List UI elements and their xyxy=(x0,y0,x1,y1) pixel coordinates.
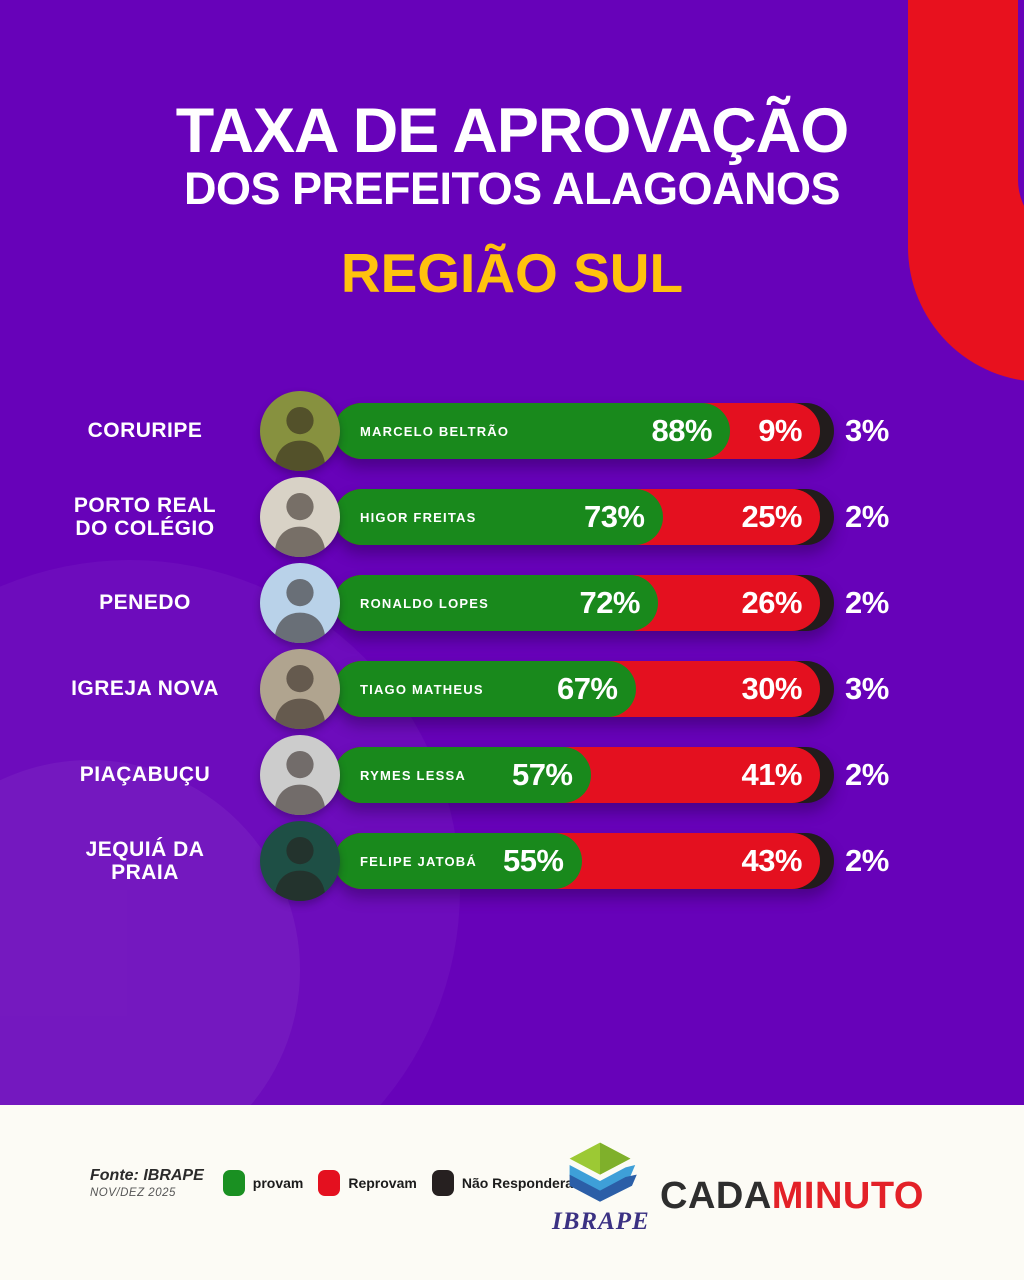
mayor-name: RYMES LESSA xyxy=(360,767,466,783)
source-line2: NOV/DEZ 2025 xyxy=(90,1187,176,1199)
person-silhouette-icon xyxy=(274,665,326,729)
source-note: Fonte: IBRAPE NOV/DEZ 2025 xyxy=(90,1167,204,1199)
city-label: PENEDO xyxy=(99,591,191,615)
reprove-percent: 41% xyxy=(741,757,802,792)
header: TAXA DE APROVAÇÃO DOS PREFEITOS ALAGOANO… xyxy=(0,100,1024,305)
source-line1: Fonte: IBRAPE xyxy=(90,1167,204,1184)
approve-percent: 73% xyxy=(583,499,645,534)
legend-label: Reprovam xyxy=(348,1175,417,1191)
approve-percent: 67% xyxy=(556,671,618,706)
person-silhouette-icon xyxy=(274,407,326,471)
person-silhouette-icon xyxy=(274,837,326,901)
mayor-photo xyxy=(260,735,340,815)
person-silhouette-icon xyxy=(274,579,326,643)
ibrape-logo: IBRAPE xyxy=(552,1141,650,1236)
cadaminuto-logo: CADAMINUTO xyxy=(660,1175,924,1218)
legend-label: Não Responderam xyxy=(461,1175,586,1191)
mayor-name: TIAGO MATHEUS xyxy=(360,681,484,697)
reprove-percent: 25% xyxy=(741,499,802,534)
rating-bar: 43% FELIPE JATOBÁ 55% xyxy=(334,833,834,889)
legend-item-reprove: Reprovam xyxy=(318,1170,417,1196)
brand-part2: MINUTO xyxy=(771,1175,924,1217)
chart-row: PIAÇABUÇU 41% RYMES LESSA 57% 2% xyxy=(0,732,1024,818)
page-title-line1: TAXA DE APROVAÇÃO xyxy=(175,96,850,166)
mayor-photo xyxy=(260,649,340,729)
reprove-percent: 30% xyxy=(741,671,802,706)
mayor-name: HIGOR FREITAS xyxy=(360,509,477,525)
rating-bar: 26% RONALDO LOPES 72% xyxy=(334,575,834,631)
rating-bar: 30% TIAGO MATHEUS 67% xyxy=(334,661,834,717)
approve-segment: TIAGO MATHEUS 67% xyxy=(334,661,636,717)
rating-bar: 41% RYMES LESSA 57% xyxy=(334,747,834,803)
no-answer-percent: 2% xyxy=(845,843,889,878)
chart-row: PENEDO 26% RONALDO LOPES 72% 2% xyxy=(0,560,1024,646)
approve-percent: 57% xyxy=(511,757,573,792)
person-silhouette-icon xyxy=(274,493,326,557)
legend-item-approve: provam xyxy=(222,1170,304,1196)
page-title-line2: DOS PREFEITOS ALAGOANOS xyxy=(183,163,841,214)
chart-row: JEQUIÁ DA PRAIA 43% FELIPE JATOBÁ 55% 2% xyxy=(0,818,1024,904)
chart-rows: CORURIPE 9% MARCELO BELTRÃO 88% 3% PORTO… xyxy=(0,388,1024,904)
city-label: PORTO REAL DO COLÉGIO xyxy=(73,493,217,540)
approve-percent: 72% xyxy=(579,585,640,620)
mayor-photo xyxy=(260,821,340,901)
ibrape-layers-icon xyxy=(569,1142,637,1202)
no-answer-percent: 3% xyxy=(845,413,889,448)
mayor-name: MARCELO BELTRÃO xyxy=(360,423,510,439)
reprove-percent: 26% xyxy=(741,585,802,620)
mayor-name: FELIPE JATOBÁ xyxy=(360,853,477,869)
mayor-name: RONALDO LOPES xyxy=(360,595,489,611)
approve-segment: MARCELO BELTRÃO 88% xyxy=(334,403,730,459)
legend-item-no-answer: Não Responderam xyxy=(431,1170,586,1196)
approve-segment: RYMES LESSA 57% xyxy=(334,747,591,803)
ibrape-logo-text: IBRAPE xyxy=(552,1208,650,1235)
rating-bar: 9% MARCELO BELTRÃO 88% xyxy=(334,403,834,459)
city-label: PIAÇABUÇU xyxy=(79,763,211,787)
mayor-photo xyxy=(260,477,340,557)
approve-percent: 55% xyxy=(502,843,564,878)
city-label: JEQUIÁ DA PRAIA xyxy=(85,837,205,884)
rating-bar: 25% HIGOR FREITAS 73% xyxy=(334,489,834,545)
source-and-legend: Fonte: IBRAPE NOV/DEZ 2025 provam Reprov… xyxy=(90,1167,586,1199)
no-answer-percent: 3% xyxy=(845,671,889,706)
city-label: IGREJA NOVA xyxy=(71,677,219,701)
no-answer-percent: 2% xyxy=(845,499,889,534)
no-answer-percent: 2% xyxy=(845,585,889,620)
reprove-percent: 9% xyxy=(758,413,802,448)
chart-row: IGREJA NOVA 30% TIAGO MATHEUS 67% 3% xyxy=(0,646,1024,732)
brand-part1: CADA xyxy=(660,1175,772,1217)
no-answer-color-chip xyxy=(431,1170,454,1196)
approve-segment: FELIPE JATOBÁ 55% xyxy=(334,833,582,889)
approve-segment: HIGOR FREITAS 73% xyxy=(334,489,663,545)
approve-segment: RONALDO LOPES 72% xyxy=(334,575,658,631)
approve-percent: 88% xyxy=(651,413,712,448)
region-subtitle: REGIÃO SUL xyxy=(340,241,684,304)
reprove-color-chip xyxy=(318,1170,341,1196)
chart-row: PORTO REAL DO COLÉGIO 25% HIGOR FREITAS … xyxy=(0,474,1024,560)
mayor-photo xyxy=(260,563,340,643)
footer: Fonte: IBRAPE NOV/DEZ 2025 provam Reprov… xyxy=(0,1105,1024,1280)
red-u-counter xyxy=(1018,0,1024,238)
reprove-percent: 43% xyxy=(741,843,802,878)
mayor-photo xyxy=(260,391,340,471)
person-silhouette-icon xyxy=(274,751,326,815)
approve-color-chip xyxy=(222,1170,245,1196)
no-answer-percent: 2% xyxy=(845,757,889,792)
chart-row: CORURIPE 9% MARCELO BELTRÃO 88% 3% xyxy=(0,388,1024,474)
legend-label: provam xyxy=(252,1175,304,1191)
city-label: CORURIPE xyxy=(87,419,203,443)
